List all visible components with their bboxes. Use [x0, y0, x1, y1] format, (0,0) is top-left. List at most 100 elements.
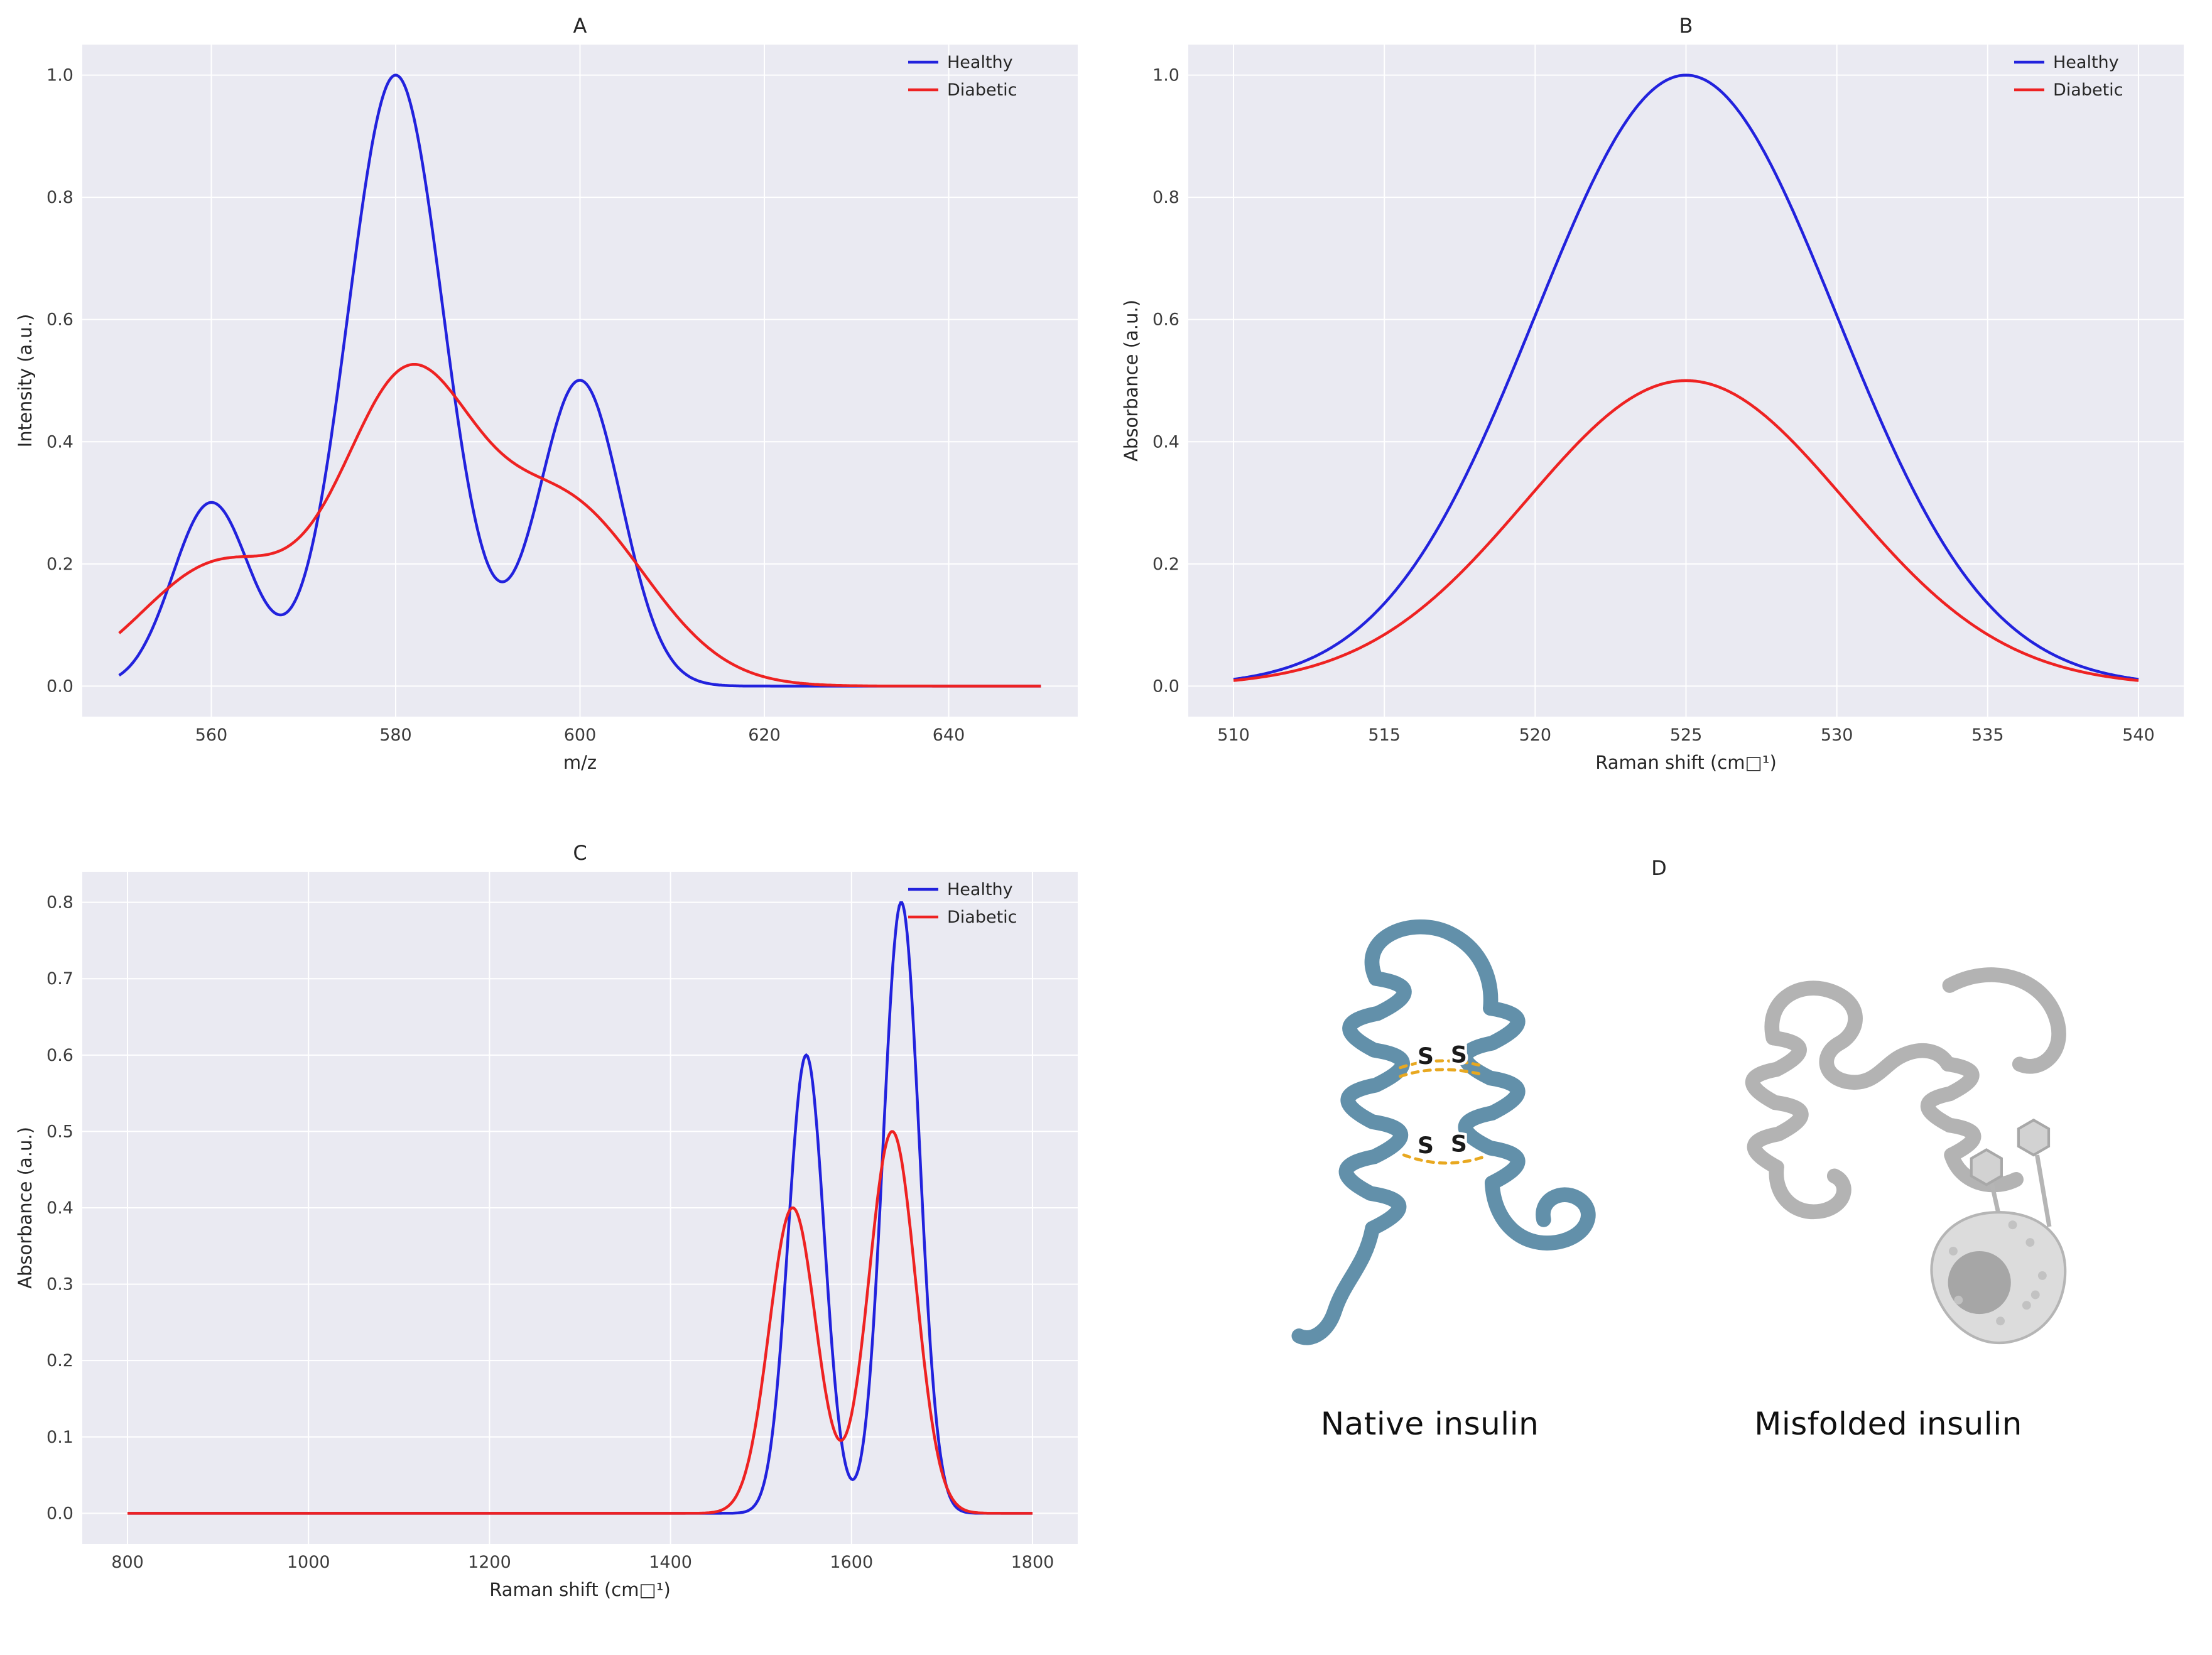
receptor-link-line — [1989, 1182, 2001, 1215]
misfolded-ribbon-left-coil — [1745, 1030, 1809, 1175]
y-tick-label: 1.0 — [1152, 66, 1179, 85]
y-tick-label: 0.8 — [46, 893, 73, 913]
x-tick-label: 535 — [1971, 725, 2004, 745]
x-tick-label: 620 — [748, 725, 781, 745]
x-tick-label: 1600 — [830, 1553, 873, 1572]
cell-granule — [2022, 1301, 2031, 1310]
y-tick-label: 0.5 — [46, 1122, 73, 1141]
misfolded-insulin-illustration — [1745, 967, 2066, 1345]
y-tick-label: 0.7 — [46, 969, 73, 989]
legend-label-healthy: Healthy — [2053, 53, 2119, 72]
native-ribbon-right-helix — [1458, 1001, 1525, 1191]
cell-granule — [2030, 1290, 2040, 1300]
misfolded-ribbon-bottom-tail — [1769, 1159, 1851, 1220]
native-insulin-illustration: S S S S — [1291, 919, 1595, 1345]
receptor-links — [1989, 1154, 2051, 1227]
y-tick-label: 0.2 — [46, 1351, 73, 1370]
y-axis-label: Absorbance (a.u.) — [1120, 300, 1142, 462]
misfolded-ribbon-right-coil — [1920, 1056, 1981, 1163]
y-tick-label: 0.0 — [46, 1504, 73, 1523]
y-tick-label: 0.0 — [1152, 676, 1179, 696]
panel-a: 560 580 600 620 640 0.0 0.2 0.4 0.6 0.8 1.0 m/z Inte… — [0, 0, 1106, 827]
x-axis-label: Raman shift (cm□¹) — [1595, 752, 1777, 773]
x-tick-label: 530 — [1820, 725, 1853, 745]
legend-label-diabetic: Diabetic — [947, 80, 1017, 100]
native-ribbon-bottom-curl — [1484, 1175, 1595, 1251]
cell-granule — [1995, 1316, 2005, 1326]
native-insulin-figure: S S S S Native insulin — [1229, 905, 1631, 1442]
x-tick-label: 540 — [2122, 725, 2155, 745]
y-tick-label: 0.4 — [46, 432, 73, 452]
cell-nucleus — [1948, 1251, 2011, 1315]
x-tick-label: 510 — [1217, 725, 1250, 745]
disulfide-bond-upper-line-1 — [1398, 1059, 1484, 1070]
cell-granule — [2037, 1271, 2047, 1280]
legend-label-diabetic: Diabetic — [947, 908, 1017, 927]
y-tick-label: 0.2 — [1152, 555, 1179, 574]
legend-label-diabetic: Diabetic — [2053, 80, 2123, 100]
y-axis-label: Intensity (a.u.) — [14, 314, 36, 448]
misfolded-insulin-caption: Misfolded insulin — [1754, 1406, 2022, 1443]
y-axis-label: Absorbance (a.u.) — [14, 1127, 36, 1289]
panel-c: 800 1000 1200 1400 1600 1800 0.0 0.1 0.2 0.3 0.4 0.… — [0, 827, 1106, 1655]
x-axis-label: m/z — [563, 752, 596, 773]
y-tick-label: 0.6 — [1152, 310, 1179, 330]
cell-granules — [1948, 1220, 2047, 1326]
y-tick-label: 0.4 — [46, 1198, 73, 1218]
y-tick-label: 1.0 — [46, 66, 73, 85]
y-tick-label: 0.6 — [46, 1046, 73, 1065]
cell-granule — [1953, 1295, 1963, 1305]
cell-granule — [2008, 1220, 2017, 1230]
x-tick-label: 640 — [932, 725, 965, 745]
receptor-link-line — [2034, 1154, 2051, 1227]
native-ribbon-left-helix — [1338, 971, 1412, 1236]
series-line-diabetic — [127, 1130, 1033, 1515]
misfolded-ribbon-top-loop — [1764, 980, 1955, 1090]
disulfide-s-label: S — [1450, 1130, 1467, 1157]
x-tick-label: 525 — [1669, 725, 1702, 745]
cell-granule — [1948, 1246, 1958, 1256]
x-tick-label: 800 — [111, 1553, 144, 1572]
x-tick-label: 515 — [1368, 725, 1401, 745]
panel-b: 510 515 520 525 530 535 540 0.0 0.2 0.4 0.6 0.8 1.0 R… — [1106, 0, 2212, 827]
y-tick-label: 0.8 — [46, 188, 73, 207]
y-tick-label: 0.4 — [1152, 432, 1179, 452]
series-line-diabetic — [117, 362, 1041, 688]
glucose-hexagon — [2017, 1118, 2050, 1157]
x-tick-label: 560 — [195, 725, 227, 745]
chart-svg-B: 510 515 520 525 530 535 540 0.0 0.2 0.4 0.6 0.8 1.0 R… — [1120, 14, 2184, 773]
chart-svg-A: 560 580 600 620 640 0.0 0.2 0.4 0.6 0.8 1.0 m/z Inte… — [14, 14, 1078, 773]
glucose-hexagon — [1970, 1148, 2003, 1186]
chart-title: B — [1679, 14, 1693, 38]
x-tick-label: 600 — [563, 725, 596, 745]
y-tick-label: 0.2 — [46, 555, 73, 574]
x-tick-label: 1800 — [1011, 1553, 1054, 1572]
misfolded-ribbon-top-right-arc — [1942, 967, 2066, 1074]
legend-label-healthy: Healthy — [947, 53, 1013, 72]
disulfide-s-label: S — [1450, 1041, 1467, 1068]
series-line-diabetic — [1233, 379, 2139, 682]
disulfide-s-label: S — [1418, 1132, 1434, 1159]
chart-svg-C: 800 1000 1200 1400 1600 1800 0.0 0.1 0.2 0.3 0.4 0.… — [14, 841, 1078, 1600]
x-tick-label: 520 — [1519, 725, 1551, 745]
disulfide-bond-upper-line-2 — [1398, 1068, 1484, 1078]
misfolded-insulin-figure: Misfolded insulin — [1688, 905, 2090, 1442]
x-tick-label: 1200 — [468, 1553, 511, 1572]
chart-title: A — [573, 14, 587, 38]
legend-label-healthy: Healthy — [947, 880, 1013, 899]
panel-d-illustrations: S S S S Native insulin — [1229, 905, 2090, 1442]
native-ribbon-top-loop — [1364, 919, 1498, 1016]
y-tick-label: 0.6 — [46, 310, 73, 330]
y-tick-label: 0.8 — [1152, 188, 1179, 207]
x-tick-label: 1400 — [649, 1553, 692, 1572]
chart-panel-b: 510 515 520 525 530 535 540 0.0 0.2 0.4 0.6 0.8 1.0 R… — [1106, 10, 2212, 783]
native-ribbon-left-tail — [1291, 1220, 1380, 1345]
x-tick-label: 580 — [379, 725, 412, 745]
panel-d-title: D — [1651, 856, 1667, 880]
native-insulin-caption: Native insulin — [1320, 1406, 1539, 1443]
misfolded-ribbon-right-tail — [1943, 1148, 2024, 1193]
y-tick-label: 0.3 — [46, 1275, 73, 1294]
series-line-healthy — [1233, 73, 2139, 681]
chart-title: C — [573, 841, 587, 865]
